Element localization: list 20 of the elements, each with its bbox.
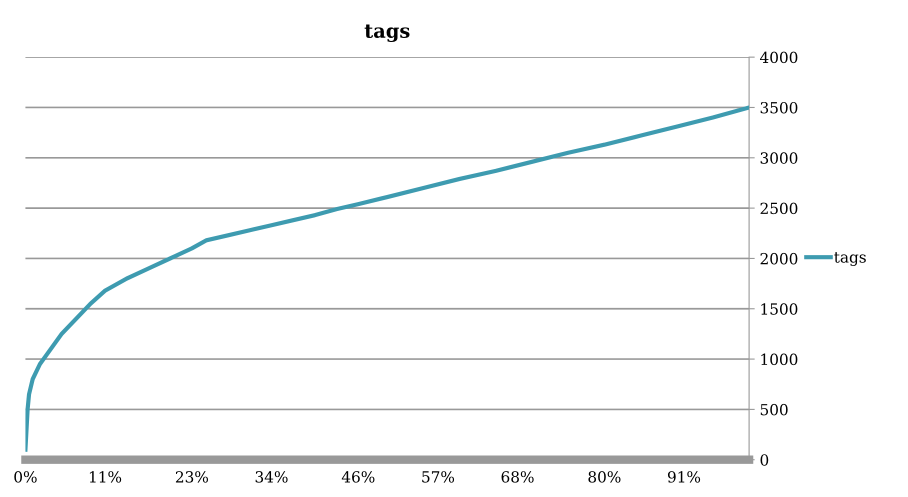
x-tick-label: 80% [588, 471, 620, 483]
x-tick-label: 46% [342, 471, 374, 483]
y-tick-label: 1000 [761, 354, 798, 366]
x-tick-label: 23% [176, 471, 208, 483]
y-tick-label: 2000 [760, 252, 798, 264]
y-tick-label: 500 [760, 404, 788, 416]
legend-label: tags [834, 252, 866, 266]
y-tick-label: 3000 [760, 152, 798, 164]
x-tick-label: 0% [14, 471, 37, 483]
y-tick-label: 4000 [760, 52, 798, 64]
x-tick-label: 11% [90, 471, 122, 483]
x-tick-label: 68% [502, 471, 534, 483]
y-tick-label: 2500 [760, 202, 798, 214]
chart-title: tags [364, 24, 410, 42]
x-tick-label: 57% [422, 471, 454, 483]
y-tick-label: 3500 [760, 102, 798, 114]
y-tick-label: 1500 [761, 303, 798, 315]
y-tick-label: 0 [760, 454, 768, 466]
x-tick-label: 34% [256, 471, 288, 483]
x-tick-label: 91% [668, 471, 700, 483]
